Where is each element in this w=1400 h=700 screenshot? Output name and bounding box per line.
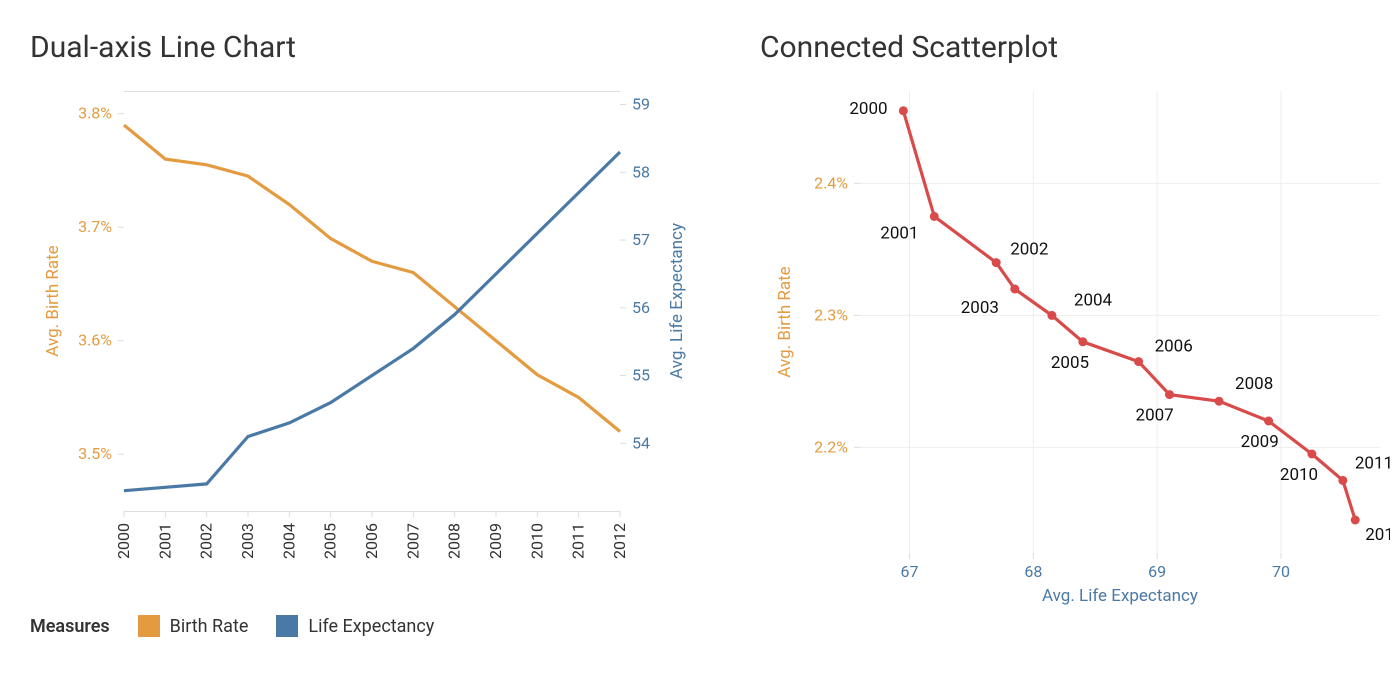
svg-text:Avg. Life Expectancy: Avg. Life Expectancy — [1042, 586, 1198, 606]
svg-text:2000: 2000 — [114, 523, 133, 559]
svg-text:3.6%: 3.6% — [78, 331, 112, 350]
svg-text:Avg. Birth Rate: Avg. Birth Rate — [43, 245, 63, 356]
svg-text:2005: 2005 — [321, 523, 340, 559]
dual-axis-panel: Dual-axis Line Chart 3.5% 3.6% 3.7% 3.8% Avg… — [30, 30, 720, 680]
svg-text:59: 59 — [632, 95, 650, 114]
svg-text:57: 57 — [632, 230, 650, 249]
svg-text:2010: 2010 — [1280, 465, 1318, 485]
svg-text:2009: 2009 — [486, 523, 505, 559]
svg-text:2001: 2001 — [880, 223, 918, 243]
legend-item-birth-rate: Birth Rate — [138, 615, 249, 637]
svg-text:2006: 2006 — [362, 523, 381, 559]
charts-container: Dual-axis Line Chart 3.5% 3.6% 3.7% 3.8% Avg… — [0, 0, 1400, 700]
legend-label-life-expectancy: Life Expectancy — [308, 616, 434, 637]
svg-text:2009: 2009 — [1241, 432, 1279, 452]
svg-text:2008: 2008 — [445, 523, 464, 559]
svg-text:2007: 2007 — [1136, 406, 1174, 426]
svg-text:Avg. Birth Rate: Avg. Birth Rate — [775, 266, 795, 377]
svg-text:2010: 2010 — [527, 523, 546, 559]
svg-text:2.2%: 2.2% — [814, 437, 848, 456]
svg-text:2004: 2004 — [279, 523, 298, 559]
scatter-panel: Connected Scatterplot 2.2% 2.3% 2.4% Avg. B… — [720, 30, 1380, 680]
svg-text:58: 58 — [632, 162, 650, 181]
svg-text:70: 70 — [1272, 562, 1290, 581]
legend-title: Measures — [30, 616, 110, 637]
svg-text:3.5%: 3.5% — [78, 444, 112, 463]
svg-text:2012: 2012 — [610, 523, 629, 559]
svg-text:2011: 2011 — [569, 523, 588, 559]
svg-text:2.4%: 2.4% — [814, 173, 848, 192]
legend-label-birth-rate: Birth Rate — [170, 616, 249, 637]
legend-swatch-birth-rate — [138, 615, 160, 637]
legend-swatch-life-expectancy — [276, 615, 298, 637]
dual-axis-svg: 3.5% 3.6% 3.7% 3.8% Avg. Birth Rate 54 55 56 57 5… — [30, 83, 706, 601]
svg-text:2.3%: 2.3% — [814, 305, 848, 324]
svg-text:2003: 2003 — [961, 298, 999, 318]
svg-text:2005: 2005 — [1051, 353, 1089, 373]
svg-text:2006: 2006 — [1155, 337, 1193, 357]
svg-text:2002: 2002 — [1010, 240, 1048, 260]
svg-text:2002: 2002 — [197, 523, 216, 559]
svg-text:2000: 2000 — [849, 99, 887, 119]
svg-text:2008: 2008 — [1235, 374, 1273, 394]
svg-text:2012: 2012 — [1365, 525, 1390, 545]
svg-text:55: 55 — [632, 366, 650, 385]
svg-text:54: 54 — [632, 433, 650, 452]
svg-text:2004: 2004 — [1074, 290, 1113, 310]
dual-axis-title: Dual-axis Line Chart — [30, 30, 720, 65]
svg-text:3.7%: 3.7% — [78, 217, 112, 236]
svg-text:2001: 2001 — [155, 523, 174, 559]
legend: Measures Birth Rate Life Expectancy — [30, 615, 720, 637]
scatter-svg: 2.2% 2.3% 2.4% Avg. Birth Rate 67 68 69 70 Avg. … — [760, 83, 1390, 611]
svg-text:68: 68 — [1024, 562, 1042, 581]
svg-text:69: 69 — [1148, 562, 1166, 581]
svg-text:2011: 2011 — [1355, 453, 1390, 473]
svg-text:2003: 2003 — [238, 523, 257, 559]
svg-text:Avg. Life Expectancy: Avg. Life Expectancy — [667, 223, 687, 379]
svg-text:67: 67 — [901, 562, 919, 581]
svg-text:56: 56 — [632, 298, 650, 317]
scatter-title: Connected Scatterplot — [760, 30, 1380, 65]
scatter-chart: 2.2% 2.3% 2.4% Avg. Birth Rate 67 68 69 70 Avg. … — [760, 83, 1380, 611]
legend-item-life-expectancy: Life Expectancy — [276, 615, 434, 637]
svg-text:2007: 2007 — [403, 523, 422, 559]
dual-axis-chart: 3.5% 3.6% 3.7% 3.8% Avg. Birth Rate 54 55 56 57 5… — [30, 83, 720, 601]
svg-text:3.8%: 3.8% — [78, 104, 112, 123]
